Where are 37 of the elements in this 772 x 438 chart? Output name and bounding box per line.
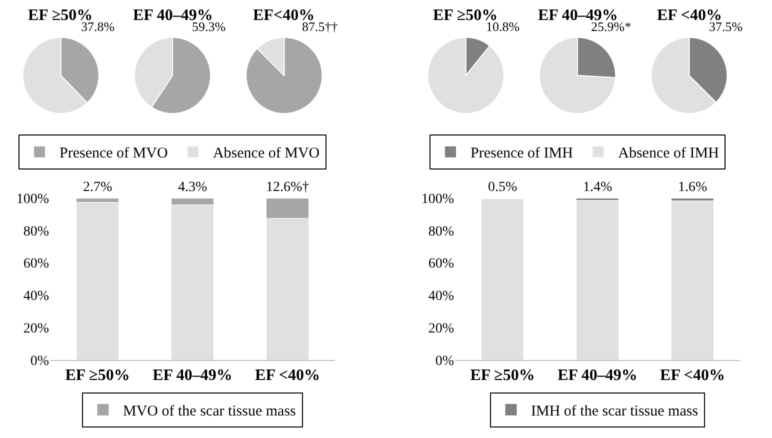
y-tick-label: 20% xyxy=(428,322,454,336)
data-label: 87.5†† xyxy=(302,19,338,34)
data-label: 0.5% xyxy=(488,180,518,195)
y-tick-label: 20% xyxy=(23,322,50,336)
data-label: 2.7% xyxy=(83,180,112,195)
x-tick-label: EF <40% xyxy=(660,367,725,384)
data-label: 37.8% xyxy=(81,19,115,34)
bar xyxy=(76,202,120,360)
legend-label: MVO of the scar tissue mass xyxy=(123,404,296,420)
x-tick-label: EF ≥50% xyxy=(470,367,535,384)
y-tick-label: 60% xyxy=(428,256,454,272)
y-tick-label: 100% xyxy=(421,192,454,207)
legend-label: IMH of the scar tissue mass xyxy=(531,404,698,420)
y-tick-label: 40% xyxy=(428,289,454,304)
data-label: 4.3% xyxy=(178,180,208,195)
data-label: 37.5% xyxy=(709,19,743,34)
data-label: 25.9%* xyxy=(591,19,632,34)
legend-label: Presence of MVO xyxy=(60,146,168,162)
legend-label: Absence of MVO xyxy=(212,146,320,162)
x-tick-label: EF 40–49% xyxy=(558,367,638,384)
data-label: 59.3% xyxy=(192,19,226,34)
y-tick-label: 100% xyxy=(16,192,50,207)
y-tick-label: 60% xyxy=(23,256,50,272)
data-label: 1.4% xyxy=(583,180,612,195)
y-tick-label: 40% xyxy=(23,289,50,304)
y-tick-label: 80% xyxy=(23,224,50,240)
x-tick-label: EF 40–49% xyxy=(152,367,232,384)
data-label: 10.8% xyxy=(486,19,520,34)
legend-label: Presence of IMH xyxy=(470,146,574,162)
y-tick-label: 0% xyxy=(435,354,454,369)
y-tick-label: 80% xyxy=(428,224,454,240)
x-tick-label: EF ≥50% xyxy=(65,367,130,384)
data-label: 12.6%† xyxy=(266,180,310,195)
y-tick-label: 0% xyxy=(30,354,50,369)
data-label: 1.6% xyxy=(678,180,708,195)
x-tick-label: EF <40% xyxy=(255,367,320,384)
legend-label: Absence of IMH xyxy=(618,146,720,162)
